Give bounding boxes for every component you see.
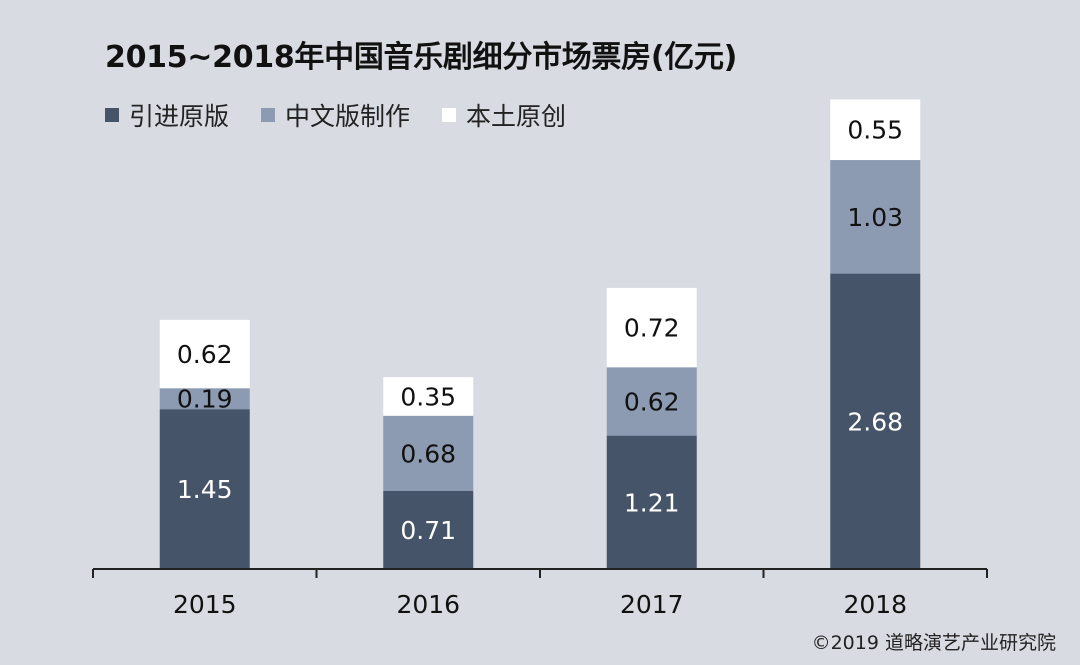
x-tick-label-2018: 2018 <box>843 590 907 619</box>
data-label-2015-series-2: 0.62 <box>177 340 233 369</box>
legend-item-imported-original: 引进原版 <box>105 97 229 133</box>
data-label-2016-series-2: 0.35 <box>400 382 456 411</box>
data-label-2017-series-2: 0.72 <box>624 314 680 343</box>
data-label-2015-series-1: 0.19 <box>177 385 233 414</box>
legend-label-chinese-version: 中文版制作 <box>285 102 411 131</box>
bar-2015-series-0 <box>159 409 250 569</box>
bar-2017-series-1 <box>606 367 697 436</box>
legend-item-chinese-version: 中文版制作 <box>261 97 410 133</box>
legend-label-imported-original: 引进原版 <box>129 102 230 131</box>
legend-swatch-local-original <box>442 108 457 122</box>
bar-2016-series-2 <box>383 377 474 416</box>
bar-2018-series-0 <box>830 273 921 569</box>
legend-item-local-original: 本土原创 <box>442 97 566 133</box>
x-tick-label-2017: 2017 <box>620 590 684 619</box>
bar-2018-series-1 <box>830 160 921 274</box>
data-label-2018-series-0: 2.68 <box>847 407 903 436</box>
data-label-2018-series-1: 1.03 <box>847 203 903 232</box>
data-label-2016-series-0: 0.71 <box>400 516 456 545</box>
data-label-2018-series-2: 0.55 <box>847 116 903 145</box>
data-label-2016-series-1: 0.68 <box>400 439 456 468</box>
bar-2015-series-2 <box>159 319 250 389</box>
chart-legend: 引进原版 中文版制作 本土原创 <box>105 97 598 133</box>
x-tick-label-2015: 2015 <box>173 590 237 619</box>
bar-2015-series-1 <box>159 388 250 410</box>
bar-2017-series-0 <box>606 435 697 569</box>
legend-label-local-original: 本土原创 <box>466 102 567 131</box>
bar-2016-series-0 <box>383 490 474 569</box>
data-label-2015-series-0: 1.45 <box>177 475 233 504</box>
bar-2017-series-2 <box>606 287 697 368</box>
chart-title: 2015~2018年中国音乐剧细分市场票房(亿元) <box>105 40 738 75</box>
copyright-footer: ©2019 道略演艺产业研究院 <box>811 632 1056 654</box>
data-label-2017-series-1: 0.62 <box>624 387 680 416</box>
data-label-2017-series-0: 1.21 <box>624 488 680 517</box>
legend-swatch-imported-original <box>105 108 119 122</box>
legend-swatch-chinese-version <box>261 108 276 122</box>
bar-2016-series-1 <box>383 415 474 491</box>
bar-2018-series-2 <box>830 99 921 161</box>
x-tick-label-2016: 2016 <box>396 590 460 619</box>
